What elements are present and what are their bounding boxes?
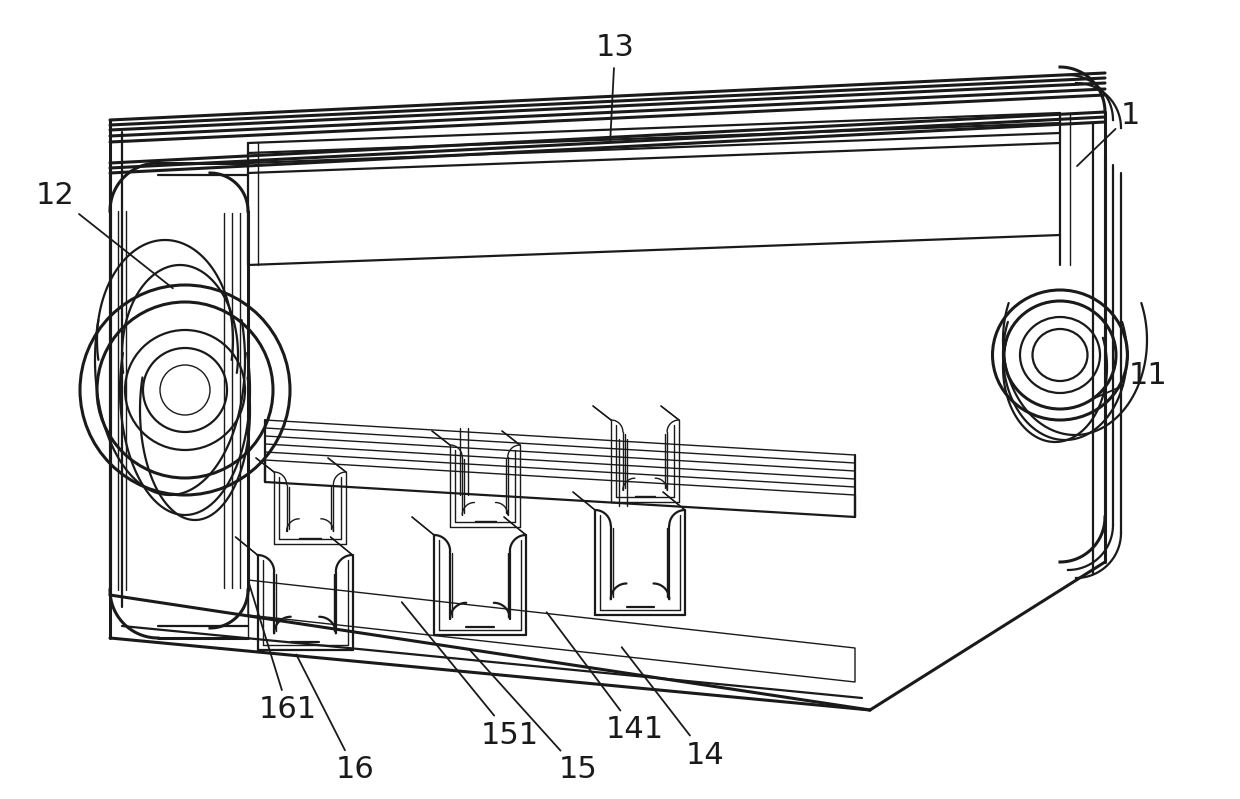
Text: 1: 1 <box>1078 101 1140 166</box>
Text: 13: 13 <box>595 34 635 142</box>
Text: 151: 151 <box>402 602 539 749</box>
Text: 15: 15 <box>470 650 598 785</box>
Text: 14: 14 <box>621 647 724 769</box>
Text: 16: 16 <box>296 654 374 785</box>
Text: 12: 12 <box>36 181 172 288</box>
Text: 161: 161 <box>249 582 317 725</box>
Text: 141: 141 <box>547 612 665 745</box>
Text: 11: 11 <box>1092 360 1167 399</box>
